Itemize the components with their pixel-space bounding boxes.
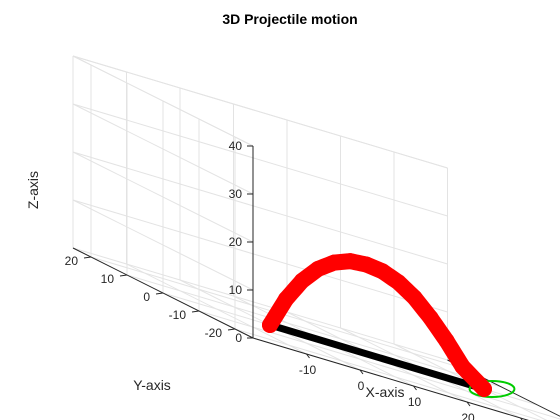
trajectory-point xyxy=(358,256,375,273)
x-tick-label: 0 xyxy=(358,379,365,393)
trajectory-point xyxy=(278,291,295,308)
z-tick-label: 30 xyxy=(229,187,243,201)
grid-line-floor-y xyxy=(234,328,542,420)
grid-line-floor-y xyxy=(198,310,560,420)
x-tick-label: -10 xyxy=(299,363,317,377)
trajectory-point xyxy=(438,332,455,349)
z-tick-label: 40 xyxy=(229,139,243,153)
y-tick-mark xyxy=(155,292,164,295)
trajectory-point xyxy=(406,289,423,306)
trajectory-point xyxy=(310,260,327,277)
y-axis-label: Y-axis xyxy=(133,377,171,393)
x-tick-label: 20 xyxy=(461,411,475,420)
y-tick-label: 20 xyxy=(65,254,79,268)
chart-title: 3D Projectile motion xyxy=(222,11,357,27)
grid-line-sidewall-z xyxy=(72,103,254,195)
grid-line-sidewall-z xyxy=(72,199,254,291)
pane-edge xyxy=(72,55,254,147)
trajectory-point xyxy=(454,358,471,375)
grid-line-backwall-z xyxy=(72,151,448,265)
x-tick-mark xyxy=(466,401,471,407)
z-tick-label: 20 xyxy=(229,235,243,249)
x-axis-line xyxy=(252,337,529,420)
z-axis-label: Z-axis xyxy=(25,171,41,209)
x-tick-label: 10 xyxy=(408,395,422,409)
y-tick-mark xyxy=(227,328,236,331)
grid-line-backwall-z xyxy=(72,103,448,217)
target-ring xyxy=(468,380,516,398)
x-tick-mark xyxy=(359,369,364,375)
trajectory-point xyxy=(342,253,359,270)
grid-line-floor-y xyxy=(126,274,502,388)
grid-line-backwall-z xyxy=(72,199,448,313)
trajectory-point xyxy=(374,263,391,280)
grid-line-backwall-z xyxy=(72,247,448,361)
trajectory-point xyxy=(294,272,311,289)
y-tick-label: 10 xyxy=(101,272,115,286)
y-tick-mark xyxy=(83,256,92,259)
grid-line-sidewall-z xyxy=(72,151,254,243)
y-tick-label: 0 xyxy=(143,290,150,304)
y-tick-label: -20 xyxy=(205,326,223,340)
y-tick-label: -10 xyxy=(169,308,187,322)
trajectory-point xyxy=(422,309,439,326)
y-tick-mark xyxy=(191,310,200,313)
trajectory-point xyxy=(326,254,343,271)
x-axis-label: X-axis xyxy=(366,384,405,400)
x-tick-mark xyxy=(306,353,310,359)
z-tick-label: 10 xyxy=(229,283,243,297)
trajectory-point xyxy=(262,317,278,333)
grid-layer xyxy=(72,55,560,420)
ground-path-line xyxy=(266,321,488,393)
y-tick-mark xyxy=(119,274,128,277)
trajectory-point xyxy=(390,274,407,291)
z-tick-label: 0 xyxy=(235,331,242,345)
data-layer xyxy=(262,253,516,398)
x-tick-mark xyxy=(413,385,417,391)
pane-edge xyxy=(72,55,448,169)
trajectory-point xyxy=(476,381,492,397)
x-tick-mark xyxy=(520,417,523,420)
label-layer: 3D Projectile motion X-axis Y-axis Z-axi… xyxy=(25,11,404,400)
